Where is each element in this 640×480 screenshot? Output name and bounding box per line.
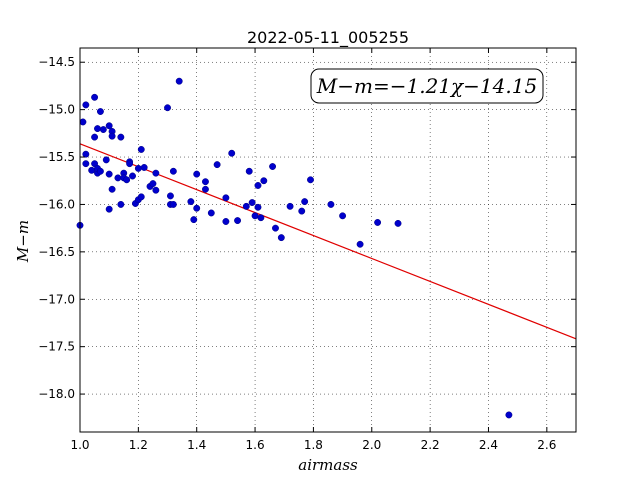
x-tick-label: 2.4 bbox=[479, 438, 498, 452]
x-tick-label: 2.6 bbox=[537, 438, 556, 452]
data-point bbox=[394, 219, 402, 227]
data-point bbox=[257, 214, 265, 222]
data-point bbox=[202, 185, 209, 193]
data-point bbox=[166, 192, 174, 200]
data-point bbox=[99, 126, 107, 133]
data-point bbox=[79, 118, 87, 126]
data-point bbox=[213, 161, 221, 169]
data-point bbox=[298, 207, 306, 215]
data-point bbox=[505, 411, 513, 419]
y-tick-label: −14.5 bbox=[38, 55, 75, 69]
x-tick-label: 2.0 bbox=[362, 438, 381, 452]
fit-annotation-text: M−m=−1.21χ−14.15 bbox=[316, 74, 537, 98]
data-point bbox=[149, 180, 157, 188]
data-point bbox=[242, 202, 250, 210]
x-tick-label: 1.6 bbox=[246, 438, 265, 452]
x-tick-label: 2.2 bbox=[421, 438, 440, 452]
x-tick-label: 1.4 bbox=[187, 438, 206, 452]
y-tick-label: −17.0 bbox=[38, 292, 75, 306]
data-point bbox=[193, 204, 201, 212]
data-point bbox=[286, 202, 294, 210]
fit-line-group bbox=[79, 143, 577, 340]
fit-annotation-box bbox=[310, 68, 544, 104]
data-point bbox=[234, 217, 242, 225]
chart-title: 2022-05-11_005255 bbox=[247, 28, 409, 48]
data-point bbox=[137, 193, 145, 201]
data-point bbox=[105, 122, 113, 130]
y-tick-label: −17.5 bbox=[38, 340, 75, 354]
y-tick-label: −18.0 bbox=[38, 387, 75, 401]
data-point bbox=[137, 146, 145, 153]
y-axis-label: M−m bbox=[14, 220, 32, 263]
data-point bbox=[202, 178, 209, 186]
data-point bbox=[190, 216, 198, 224]
data-point bbox=[88, 166, 96, 174]
y-tick-label: −15.5 bbox=[38, 150, 75, 164]
y-tick-label: −16.5 bbox=[38, 245, 75, 259]
data-point bbox=[254, 182, 262, 189]
data-point bbox=[301, 198, 309, 206]
data-point bbox=[251, 212, 259, 220]
data-point bbox=[187, 198, 195, 206]
x-tick-label: 1.2 bbox=[129, 438, 148, 452]
data-point bbox=[82, 160, 90, 168]
data-point bbox=[117, 200, 125, 208]
data-point bbox=[94, 125, 101, 133]
data-point bbox=[169, 167, 177, 175]
data-point bbox=[152, 186, 160, 194]
x-axis-ticks: 1.0 1.2 1.4 1.6 1.8 2.0 2.2 2.4 2.6 bbox=[70, 48, 556, 452]
data-point bbox=[91, 93, 99, 101]
data-point bbox=[260, 177, 268, 185]
y-axis-ticks: −14.5 −15.0 −15.5 −16.0 −16.5 −17.0 −17.5 −18.0 bbox=[38, 55, 576, 401]
data-point bbox=[307, 176, 314, 184]
data-point bbox=[105, 205, 113, 213]
data-point bbox=[164, 104, 171, 112]
plot-area bbox=[80, 48, 576, 432]
data-point bbox=[327, 200, 335, 208]
data-point bbox=[175, 77, 183, 85]
plot-frame bbox=[79, 47, 577, 433]
x-tick-label: 1.0 bbox=[70, 438, 89, 452]
data-point bbox=[254, 203, 262, 211]
y-tick-label: −15.0 bbox=[38, 103, 75, 117]
data-point bbox=[140, 164, 148, 171]
data-point bbox=[272, 224, 279, 232]
data-point bbox=[108, 132, 116, 140]
data-point bbox=[245, 167, 253, 175]
data-point bbox=[134, 164, 142, 172]
data-point bbox=[114, 174, 122, 182]
data-point bbox=[222, 194, 230, 202]
data-point bbox=[91, 133, 99, 141]
data-point bbox=[108, 185, 116, 193]
data-point bbox=[374, 219, 382, 226]
data-point bbox=[228, 149, 236, 157]
data-point bbox=[269, 163, 277, 170]
data-point bbox=[222, 218, 230, 225]
data-point bbox=[82, 101, 90, 109]
data-point bbox=[105, 170, 113, 178]
data-point bbox=[117, 133, 125, 141]
data-point bbox=[82, 150, 90, 158]
data-point bbox=[193, 170, 201, 178]
data-point bbox=[126, 160, 134, 168]
data-point bbox=[123, 176, 131, 184]
x-axis-label: airmass bbox=[298, 456, 358, 474]
data-point bbox=[129, 172, 136, 180]
data-point bbox=[169, 200, 177, 208]
fit-annotation: M−m=−1.21χ−14.15 bbox=[310, 68, 544, 104]
data-point bbox=[277, 234, 285, 242]
data-points bbox=[76, 77, 513, 419]
fit-line bbox=[79, 143, 577, 340]
data-point bbox=[96, 167, 104, 175]
x-tick-label: 1.8 bbox=[304, 438, 323, 452]
data-point bbox=[102, 156, 110, 164]
data-point bbox=[339, 212, 347, 220]
data-point bbox=[356, 240, 364, 248]
y-tick-label: −16.0 bbox=[38, 197, 75, 211]
data-point bbox=[96, 108, 104, 115]
data-point bbox=[248, 199, 256, 206]
data-point bbox=[207, 209, 215, 217]
data-point bbox=[152, 169, 160, 177]
